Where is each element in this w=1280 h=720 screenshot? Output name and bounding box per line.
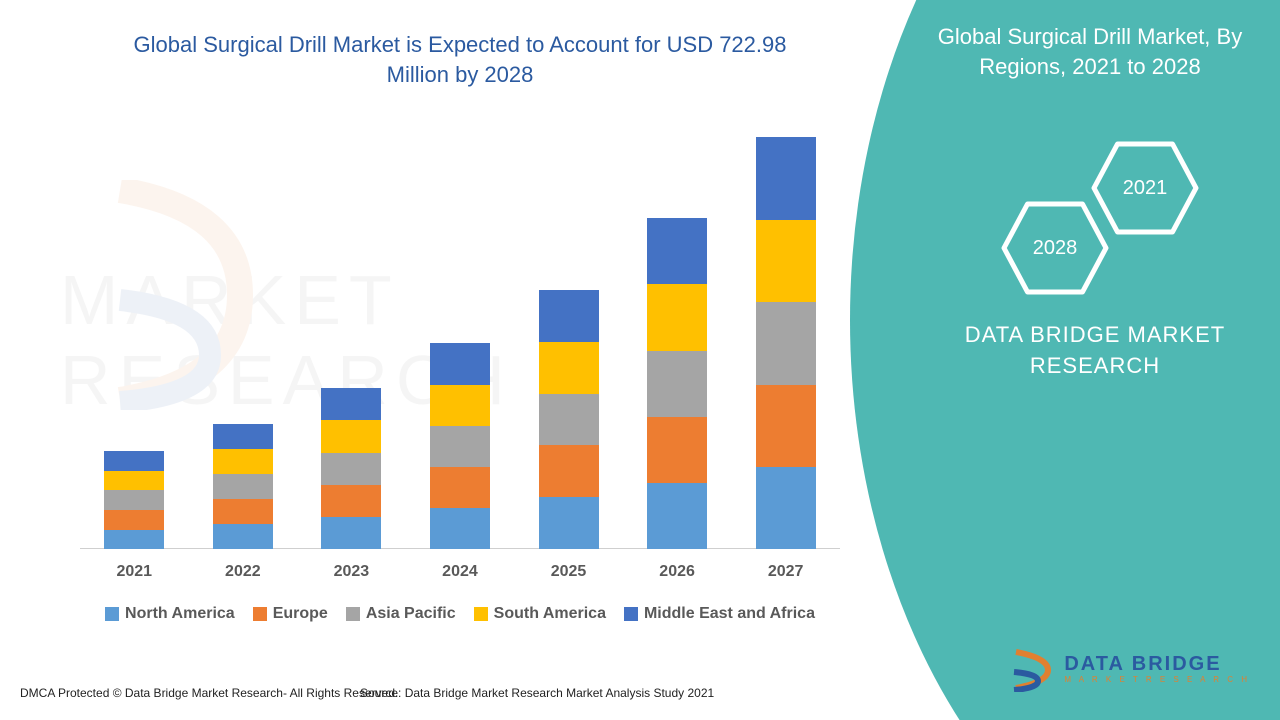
legend-swatch-icon: [253, 607, 267, 621]
hexagon-group: 2021 2028: [980, 140, 1210, 320]
bar-segment: [321, 388, 381, 420]
chart-region: Global Surgical Drill Market is Expected…: [70, 30, 850, 640]
bar-segment: [647, 483, 707, 549]
infographic-page: MARKET RESEARCH Global Surgical Drill Ma…: [0, 0, 1280, 720]
legend-label: Europe: [273, 605, 328, 623]
footer-copyright: DMCA Protected © Data Bridge Market Rese…: [20, 686, 398, 700]
legend-item: Europe: [253, 605, 328, 623]
bar-segment: [539, 342, 599, 394]
bar-segment: [539, 290, 599, 342]
bar-segment: [647, 218, 707, 284]
bar-segment: [430, 385, 490, 426]
bar-segment: [539, 497, 599, 549]
bar-segment: [647, 417, 707, 483]
bar-segment: [756, 385, 816, 467]
bar-segment: [756, 137, 816, 219]
legend-label: South America: [494, 605, 606, 623]
bar-segment: [321, 453, 381, 485]
logo-primary: DATA BRIDGE: [1064, 654, 1250, 674]
x-axis-label: 2024: [442, 563, 478, 581]
logo-secondary: M A R K E T R E S E A R C H: [1064, 676, 1250, 684]
bar-segment: [756, 467, 816, 549]
bar-column: [539, 290, 599, 550]
hexagon-label: 2021: [1123, 177, 1168, 200]
bar-segment: [104, 510, 164, 530]
legend-swatch-icon: [624, 607, 638, 621]
x-axis-label: 2021: [116, 563, 152, 581]
hexagon-label: 2028: [1033, 237, 1078, 260]
bar-segment: [321, 485, 381, 517]
bar-segment: [430, 426, 490, 467]
legend-item: North America: [105, 605, 235, 623]
bar-segment: [430, 343, 490, 384]
legend-item: Middle East and Africa: [624, 605, 815, 623]
x-axis-label: 2027: [768, 563, 804, 581]
chart-x-labels: 2021 2022 2023 2024 2025 2026 2027: [80, 563, 840, 581]
x-axis-label: 2022: [225, 563, 261, 581]
bar-segment: [430, 508, 490, 549]
legend-swatch-icon: [105, 607, 119, 621]
logo: DATA BRIDGE M A R K E T R E S E A R C H: [1008, 646, 1250, 692]
bar-column: [213, 424, 273, 549]
logo-mark-icon: [1008, 646, 1054, 692]
bar-segment: [104, 471, 164, 491]
legend-label: North America: [125, 605, 235, 623]
logo-text: DATA BRIDGE M A R K E T R E S E A R C H: [1064, 654, 1250, 684]
bar-segment: [213, 474, 273, 499]
legend-item: South America: [474, 605, 606, 623]
bar-segment: [430, 467, 490, 508]
bar-segment: [213, 449, 273, 474]
bar-segment: [213, 499, 273, 524]
bar-segment: [539, 394, 599, 446]
chart-plot: [80, 119, 840, 549]
bar-segment: [104, 451, 164, 471]
bar-segment: [647, 351, 707, 417]
chart-legend: North America Europe Asia Pacific South Ame…: [70, 605, 850, 623]
right-panel-title: Global Surgical Drill Market, By Regions…: [930, 22, 1250, 81]
brand-label: DATA BRIDGE MARKET RESEARCH: [940, 320, 1250, 382]
legend-label: Asia Pacific: [366, 605, 456, 623]
bar-segment: [539, 445, 599, 497]
legend-item: Asia Pacific: [346, 605, 456, 623]
legend-swatch-icon: [346, 607, 360, 621]
bar-column: [756, 137, 816, 549]
bar-column: [647, 218, 707, 549]
chart-bars: [80, 119, 840, 549]
bar-segment: [647, 284, 707, 350]
bar-segment: [321, 517, 381, 549]
bar-segment: [213, 524, 273, 549]
bar-segment: [104, 490, 164, 510]
bar-segment: [756, 302, 816, 384]
legend-swatch-icon: [474, 607, 488, 621]
bar-segment: [321, 420, 381, 452]
x-axis-label: 2025: [551, 563, 587, 581]
footer-source: Source: Data Bridge Market Research Mark…: [360, 686, 714, 700]
hexagon-badge: 2028: [1000, 200, 1110, 296]
x-axis-label: 2026: [659, 563, 695, 581]
bar-column: [321, 388, 381, 549]
chart-title: Global Surgical Drill Market is Expected…: [130, 30, 790, 89]
x-axis-label: 2023: [334, 563, 370, 581]
bar-column: [430, 343, 490, 549]
legend-label: Middle East and Africa: [644, 605, 815, 623]
bar-segment: [104, 530, 164, 550]
bar-column: [104, 451, 164, 550]
bar-segment: [213, 424, 273, 449]
bar-segment: [756, 220, 816, 302]
